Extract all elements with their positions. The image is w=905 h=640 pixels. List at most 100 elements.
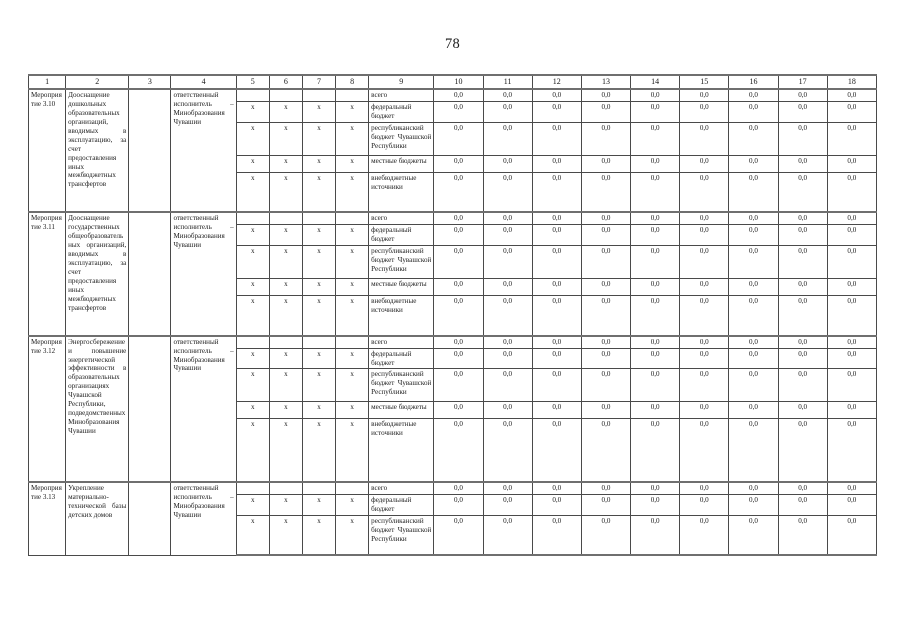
amount-cell-16: 0,0 xyxy=(728,245,779,280)
table-row: x x x x внебюджетные источники 0,0 0,0 0,0 0,0 0,… xyxy=(29,295,878,337)
budget-source-cell: всего xyxy=(368,211,435,226)
amount-cell-10: 0,0 xyxy=(433,401,484,420)
mark-cell-7: x xyxy=(301,368,337,403)
mark-cell-6 xyxy=(268,87,303,102)
amount-cell-10: 0,0 xyxy=(433,100,484,123)
mark-cell-6: x xyxy=(268,100,303,123)
mark-cell-6: x xyxy=(268,418,303,483)
mark-cell-6 xyxy=(268,480,303,495)
column-number-9: 9 xyxy=(368,74,435,90)
measure-extra-cell xyxy=(128,211,172,337)
program-financing-table-wrapper: 1 2 3 4 5 6 7 8 9 10 11 12 13 14 15 16 17 18 Мероприятие … xyxy=(27,74,878,557)
amount-cell-15: 0,0 xyxy=(679,121,730,156)
amount-cell-18: 0,0 xyxy=(826,368,878,403)
mark-cell-5: x xyxy=(235,347,270,370)
amount-cell-16: 0,0 xyxy=(728,154,779,173)
mark-cell-6: x xyxy=(268,401,303,420)
mark-cell-5: x xyxy=(235,121,270,156)
table-row: Мероприятие 3.13 Укрепление материально-т… xyxy=(27,480,878,556)
amount-cell-10: 0,0 xyxy=(433,245,484,280)
amount-cell-17: 0,0 xyxy=(777,347,828,370)
mark-cell-8 xyxy=(335,87,370,102)
amount-cell-11: 0,0 xyxy=(482,514,533,557)
mark-cell-8: x xyxy=(335,368,370,403)
amount-cell-16: 0,0 xyxy=(728,100,779,123)
amount-cell-13: 0,0 xyxy=(580,224,632,247)
responsible-executor-cell: ответственный исполнитель – Минобразован… xyxy=(170,480,237,556)
mark-cell-6 xyxy=(268,211,303,226)
table-row: x x x x внебюджетные источники 0,0 0,0 0,0 0,0 0,… xyxy=(29,171,878,213)
measure-extra-cell xyxy=(128,87,172,213)
amount-cell-10: 0,0 xyxy=(433,334,484,349)
amount-cell-12: 0,0 xyxy=(531,211,582,226)
amount-cell-18: 0,0 xyxy=(826,87,878,102)
column-number-11: 11 xyxy=(482,74,533,90)
amount-cell-12: 0,0 xyxy=(531,87,582,102)
mark-cell-8 xyxy=(335,480,370,495)
mark-cell-8 xyxy=(335,334,370,349)
amount-cell-18: 0,0 xyxy=(826,100,878,123)
amount-cell-13: 0,0 xyxy=(580,278,632,297)
amount-cell-10: 0,0 xyxy=(433,418,484,483)
amount-cell-11: 0,0 xyxy=(482,418,533,483)
amount-cell-16: 0,0 xyxy=(728,347,779,370)
amount-cell-10: 0,0 xyxy=(433,224,484,247)
column-number-6: 6 xyxy=(268,74,303,90)
amount-cell-15: 0,0 xyxy=(679,334,730,349)
amount-cell-17: 0,0 xyxy=(777,295,828,337)
mark-cell-6: x xyxy=(268,493,303,516)
amount-cell-10: 0,0 xyxy=(433,480,484,495)
mark-cell-8: x xyxy=(335,100,370,123)
mark-cell-8: x xyxy=(335,171,370,213)
amount-cell-14: 0,0 xyxy=(630,347,681,370)
mark-cell-8: x xyxy=(335,278,370,297)
amount-cell-14: 0,0 xyxy=(630,514,681,557)
amount-cell-18: 0,0 xyxy=(826,418,878,483)
mark-cell-5: x xyxy=(235,224,270,247)
mark-cell-5: x xyxy=(235,171,270,213)
amount-cell-13: 0,0 xyxy=(580,295,632,337)
amount-cell-14: 0,0 xyxy=(630,87,681,102)
mark-cell-5: x xyxy=(235,418,270,483)
amount-cell-12: 0,0 xyxy=(531,334,582,349)
mark-cell-8: x xyxy=(335,121,370,156)
amount-cell-17: 0,0 xyxy=(777,154,828,173)
mark-cell-6: x xyxy=(268,347,303,370)
amount-cell-18: 0,0 xyxy=(826,493,878,516)
budget-source-cell: внебюджетные источники xyxy=(368,418,435,483)
mark-cell-7 xyxy=(301,87,337,102)
amount-cell-17: 0,0 xyxy=(777,418,828,483)
mark-cell-5 xyxy=(235,480,270,495)
amount-cell-18: 0,0 xyxy=(826,347,878,370)
table-row: Мероприятие 3.10 Дооснащение дошкольных о… xyxy=(27,87,878,213)
mark-cell-8: x xyxy=(335,418,370,483)
amount-cell-14: 0,0 xyxy=(630,211,681,226)
responsible-executor-cell: ответственный исполнитель – Минобразован… xyxy=(170,334,237,483)
measure-id-cell: Мероприятие 3.11 xyxy=(27,211,67,337)
amount-cell-14: 0,0 xyxy=(630,100,681,123)
amount-cell-12: 0,0 xyxy=(531,493,582,516)
budget-source-cell: республиканский бюджет Чувашской Республ… xyxy=(368,245,435,280)
mark-cell-6: x xyxy=(268,368,303,403)
table-row: x x x x республиканский бюджет Чувашской Рес… xyxy=(29,368,878,403)
amount-cell-14: 0,0 xyxy=(630,154,681,173)
column-number-4: 4 xyxy=(170,74,237,90)
mark-cell-7 xyxy=(301,480,337,495)
amount-cell-11: 0,0 xyxy=(482,245,533,280)
budget-source-cell: республиканский бюджет Чувашской Республ… xyxy=(368,121,435,156)
amount-cell-13: 0,0 xyxy=(580,245,632,280)
responsible-executor-cell: ответственный исполнитель – Минобразован… xyxy=(170,87,237,213)
mark-cell-6: x xyxy=(268,121,303,156)
measure-name-cell: Укрепление материально-технической базы … xyxy=(65,480,130,556)
budget-source-cell: всего xyxy=(368,87,435,102)
table-row: x x x x республиканский бюджет Чувашской Рес… xyxy=(29,514,878,557)
mark-cell-5: x xyxy=(235,100,270,123)
amount-cell-15: 0,0 xyxy=(679,401,730,420)
amount-cell-18: 0,0 xyxy=(826,514,878,557)
amount-cell-17: 0,0 xyxy=(777,368,828,403)
amount-cell-12: 0,0 xyxy=(531,154,582,173)
amount-cell-16: 0,0 xyxy=(728,418,779,483)
amount-cell-18: 0,0 xyxy=(826,295,878,337)
amount-cell-15: 0,0 xyxy=(679,514,730,557)
